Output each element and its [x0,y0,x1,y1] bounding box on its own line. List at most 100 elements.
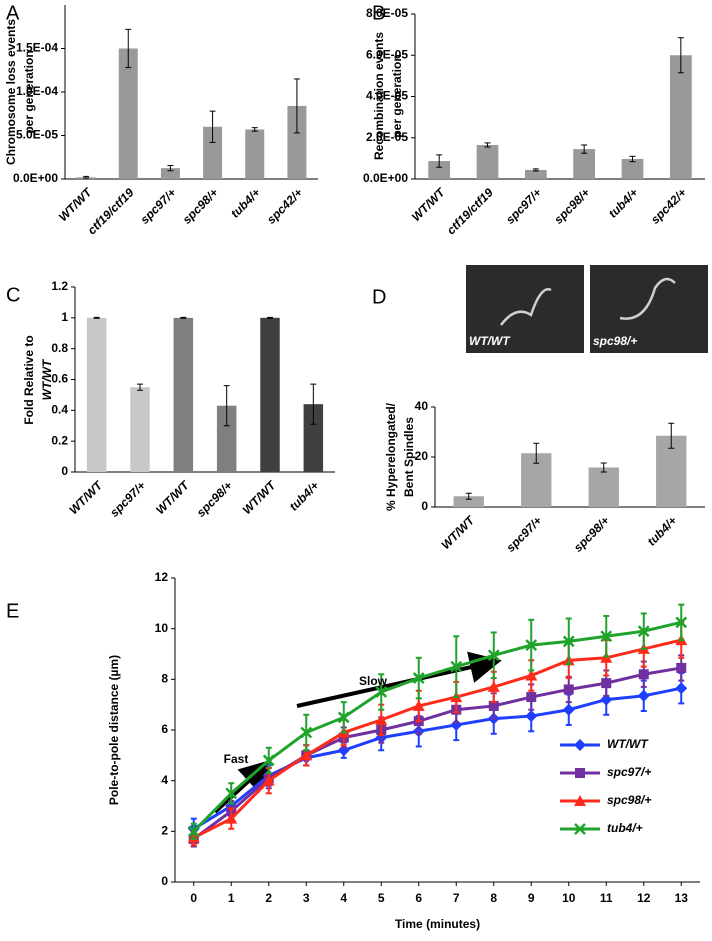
x-tick-label: 7 [453,891,460,905]
series-line [192,620,682,833]
error-bar [223,385,230,427]
panel-label: B [372,2,385,24]
x-tick-label: 4 [340,891,347,905]
y-tick-label: 2.0E-05 [366,130,408,144]
y-tick-label: 10 [155,621,169,635]
series-line [192,666,682,841]
error-bar [209,110,216,143]
y-tick-label: 6 [161,722,168,736]
x-tick-label: 1 [228,891,235,905]
y-tick-label: 0 [161,874,168,888]
y-tick-label: 8 [161,672,168,686]
error-bar [532,168,539,172]
error-bar [677,37,684,74]
y-tick-label: 20 [415,449,429,463]
error-bar [600,462,607,473]
bar [573,149,596,179]
error-bar [167,165,174,172]
y-axis-label: Recombination events [372,32,386,160]
panel-label: E [6,600,19,622]
series-line [193,638,682,840]
x-tick-label: spc97/+ [107,478,148,519]
y-tick-label: 8.0E-05 [366,6,408,20]
bar [86,317,107,472]
point [525,639,538,652]
y-tick-label: 0.6 [51,372,68,386]
point [412,699,425,711]
y-tick-label: 2 [161,824,168,838]
x-tick-label: 10 [562,891,576,905]
x-tick-label: tub4/+ [228,185,263,220]
error-bar [125,28,132,69]
y-tick-label: 1.0E-04 [16,84,58,98]
y-axis-label: WT/WT [40,358,54,400]
point [375,686,388,698]
x-tick-label: 6 [415,891,422,905]
micrograph [466,265,584,353]
x-tick-label: spc98/+ [571,513,612,554]
y-tick-label: 0.4 [51,403,68,417]
x-tick-label: WT/WT [153,477,193,517]
point [676,662,687,673]
error-bar [533,442,540,464]
y-tick-label: 4.0E-05 [366,89,408,103]
point [637,625,650,638]
y-axis-label: per generation [22,50,36,133]
point [601,678,612,689]
y-tick-label: 0.0E+00 [363,171,408,185]
point [225,787,238,800]
y-axis-label: Bent Spindles [402,417,416,497]
panel-label: A [6,2,20,24]
x-tick-label: 5 [378,891,385,905]
point [337,711,350,724]
x-tick-label: spc97/+ [503,185,544,226]
point [300,726,313,739]
point [375,713,388,725]
x-tick-label: 9 [528,891,535,905]
bar [287,105,307,179]
error-bar [581,144,588,154]
legend-label: spc97/+ [607,765,651,779]
error-bar [310,383,317,425]
point [525,669,538,681]
x-tick-label: WT/WT [56,184,96,224]
error-bar [267,316,273,319]
bar [118,48,138,179]
error-bar [668,422,675,449]
error-bar [436,154,443,168]
y-tick-label: 12 [155,570,169,584]
bar [621,158,644,179]
y-tick-label: 1.2 [51,279,68,293]
bar [588,467,619,507]
bar [203,126,223,179]
bar [130,387,150,472]
bar [476,144,499,179]
legend-marker [575,768,585,778]
x-tick-label: 8 [490,891,497,905]
x-tick-label: spc98/+ [551,185,592,226]
x-tick-label: 13 [675,891,689,905]
x-tick-label: ctf19/ctf19 [85,185,137,237]
point [262,754,275,767]
x-tick-label: WT/WT [240,477,280,517]
bar [428,161,451,179]
annotation: Slow [359,674,388,688]
x-tick-label: spc97/+ [138,185,179,226]
error-bar [465,492,472,500]
bar [216,405,237,472]
y-tick-label: 1 [61,310,68,324]
bar [524,169,547,179]
fast-arrow [213,759,272,814]
point [225,812,238,824]
y-axis-label: Pole-to-pole distance (µm) [107,655,121,805]
y-tick-label: 0.2 [51,433,68,447]
point [600,630,613,643]
bar [160,168,180,179]
annotation: Fast [224,752,249,766]
x-tick-label: ctf19/ctf19 [444,185,496,237]
point [412,672,425,684]
y-tick-label: 1.5E-04 [16,41,58,55]
error-bar [83,175,90,179]
slow-arrow [296,651,502,708]
